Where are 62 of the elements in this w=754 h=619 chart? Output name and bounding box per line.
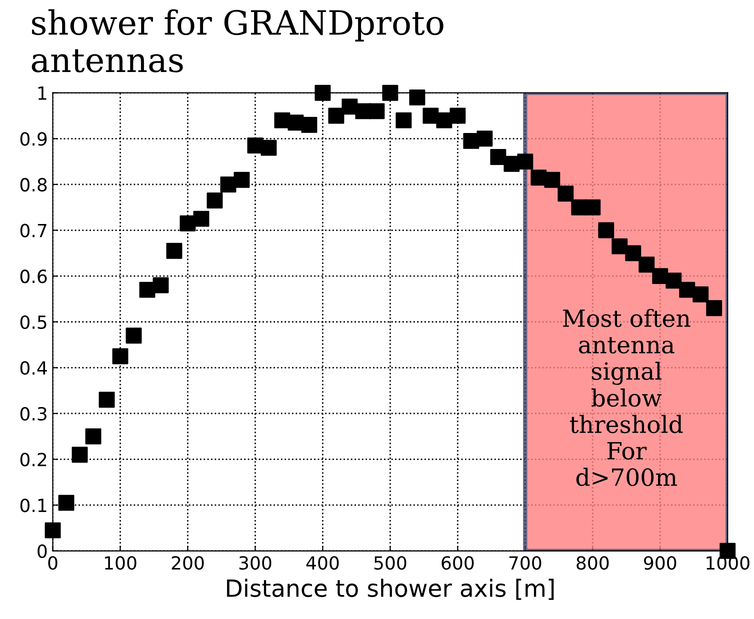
point [44, 522, 61, 538]
point [234, 172, 250, 188]
x-tick-label: 700 [509, 556, 542, 570]
point [58, 494, 74, 511]
band-label: Most often antenna signal below threshold For d>700m [563, 308, 690, 486]
point [126, 328, 142, 344]
point [193, 210, 210, 227]
y-tick-label: 0.9 [20, 132, 47, 146]
y-tick-label: 0.8 [20, 178, 47, 192]
point [517, 154, 534, 170]
y-tick-label: 0.6 [20, 270, 47, 284]
point [368, 103, 385, 120]
y-tick-label: 0.3 [20, 406, 46, 421]
point [584, 199, 601, 216]
point [260, 140, 277, 156]
point [706, 300, 722, 316]
point [206, 192, 223, 208]
point [598, 222, 614, 238]
x-tick-label: 200 [172, 556, 204, 570]
y-tick-label: 0.7 [20, 224, 46, 238]
point [152, 277, 169, 294]
point [476, 130, 493, 147]
point [544, 172, 560, 188]
point [112, 348, 128, 364]
point [72, 446, 88, 463]
point [301, 116, 318, 133]
y-tick-label: 0.5 [20, 315, 46, 329]
point [314, 84, 331, 101]
x-axis-title: Distance to shower axis [m] [227, 578, 554, 600]
point [409, 89, 426, 106]
x-tick-label: 500 [374, 556, 406, 570]
point [450, 108, 466, 124]
y-tick-label: 0.4 [20, 361, 47, 375]
x-tick-label: 100 [105, 556, 136, 570]
point [490, 149, 506, 165]
point [612, 238, 628, 254]
x-tick-label: 900 [644, 556, 676, 570]
point [328, 108, 344, 124]
point [625, 245, 642, 262]
point [666, 272, 682, 289]
y-tick-label: 1 [38, 86, 46, 100]
x-tick-label: 800 [576, 556, 609, 570]
x-tick-label: 400 [306, 556, 339, 570]
point [638, 256, 655, 273]
y-tick-label: 0 [38, 544, 47, 558]
point [382, 84, 398, 101]
x-tick-label: 600 [442, 556, 474, 570]
point [166, 242, 182, 259]
y-tick-label: 0.1 [20, 498, 46, 512]
x-tick-label: 0 [48, 556, 58, 570]
point [85, 428, 102, 444]
point [396, 112, 412, 128]
chart-title: shower for GRANDproto antennas [32, 9, 444, 72]
point [436, 112, 452, 128]
point [679, 282, 696, 298]
point [342, 98, 358, 115]
y-tick-label: 0.2 [20, 452, 46, 466]
point [98, 392, 115, 408]
x-tick-label: 300 [239, 556, 272, 570]
point [692, 286, 709, 302]
point [558, 186, 574, 202]
point [652, 268, 668, 284]
